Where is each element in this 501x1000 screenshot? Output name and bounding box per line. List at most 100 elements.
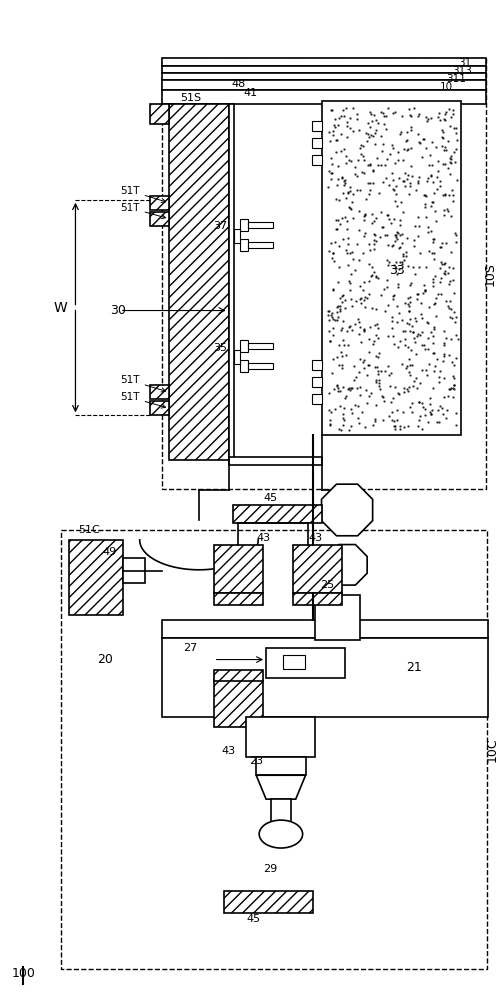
Point <box>369 163 377 179</box>
Point <box>370 232 378 248</box>
Point <box>346 245 354 261</box>
Point <box>406 175 414 191</box>
Point <box>325 303 333 319</box>
Point <box>418 337 426 353</box>
Point <box>430 321 438 337</box>
Point <box>401 331 409 347</box>
Point <box>424 299 432 315</box>
Point <box>401 295 409 311</box>
Point <box>422 362 430 378</box>
Point <box>427 167 435 183</box>
Point <box>428 380 436 396</box>
Bar <box>223 891 313 913</box>
Text: 41: 41 <box>243 88 258 98</box>
Point <box>395 418 403 434</box>
Point <box>405 364 413 380</box>
Point <box>327 235 335 251</box>
Point <box>340 400 348 416</box>
Bar <box>234 350 240 364</box>
Point <box>328 305 336 321</box>
Point <box>344 230 352 246</box>
Point <box>414 209 422 225</box>
Point <box>355 326 363 342</box>
Point <box>400 173 408 189</box>
Point <box>424 224 432 240</box>
Point <box>440 323 448 339</box>
Point <box>391 233 399 249</box>
Point <box>326 333 334 349</box>
Point <box>412 182 420 198</box>
Point <box>367 385 375 401</box>
Point <box>326 133 334 149</box>
Point <box>434 105 442 121</box>
Point <box>353 182 361 198</box>
Point <box>344 236 352 252</box>
Point <box>401 323 409 339</box>
Point <box>439 156 447 172</box>
Point <box>394 339 402 355</box>
Point <box>377 204 385 220</box>
Text: 27: 27 <box>183 643 197 653</box>
Point <box>412 313 420 329</box>
Point <box>338 357 346 373</box>
Point <box>334 158 342 174</box>
Point <box>426 404 434 420</box>
Point <box>415 218 423 234</box>
Point <box>399 404 407 420</box>
Point <box>325 385 333 401</box>
Point <box>372 348 380 364</box>
Bar <box>162 80 486 90</box>
Point <box>419 285 427 301</box>
Point <box>344 381 352 397</box>
Point <box>364 126 372 142</box>
Point <box>447 151 455 167</box>
Point <box>391 421 399 437</box>
Point <box>359 148 367 164</box>
Point <box>330 253 338 269</box>
Bar <box>162 58 486 489</box>
Point <box>328 365 336 381</box>
Point <box>438 122 446 138</box>
Point <box>332 144 340 160</box>
Point <box>350 358 358 374</box>
Point <box>344 257 352 273</box>
Point <box>430 251 438 267</box>
Point <box>341 175 349 191</box>
Point <box>364 357 372 373</box>
Point <box>341 390 349 406</box>
Bar <box>123 558 145 583</box>
Point <box>416 135 424 151</box>
Point <box>354 152 362 168</box>
Bar <box>312 155 322 165</box>
Point <box>337 126 345 142</box>
Point <box>347 153 355 169</box>
Point <box>424 219 432 235</box>
Point <box>374 270 382 286</box>
Point <box>388 165 396 181</box>
Point <box>382 121 390 137</box>
Text: 48: 48 <box>231 79 246 89</box>
Point <box>361 299 369 315</box>
Bar <box>248 222 273 228</box>
Point <box>380 116 388 132</box>
Point <box>339 313 347 329</box>
Point <box>446 118 454 134</box>
Point <box>416 375 424 391</box>
Point <box>389 140 397 156</box>
Point <box>356 379 364 395</box>
Point <box>372 301 380 317</box>
Point <box>338 348 346 364</box>
Point <box>333 377 341 393</box>
Point <box>366 156 374 172</box>
Point <box>343 213 351 229</box>
Point <box>396 254 404 270</box>
Point <box>342 388 350 404</box>
Point <box>424 111 432 127</box>
Point <box>378 388 386 404</box>
Point <box>398 254 406 270</box>
Point <box>347 418 355 434</box>
Point <box>380 108 388 124</box>
Bar <box>312 138 322 148</box>
Point <box>414 228 422 244</box>
Point <box>339 231 347 247</box>
